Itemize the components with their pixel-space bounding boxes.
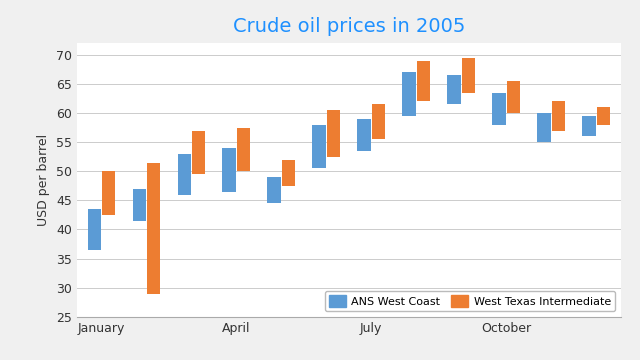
Title: Crude oil prices in 2005: Crude oil prices in 2005 <box>232 17 465 36</box>
Y-axis label: USD per barrel: USD per barrel <box>37 134 51 226</box>
Legend: ANS West Coast, West Texas Intermediate: ANS West Coast, West Texas Intermediate <box>324 291 615 311</box>
